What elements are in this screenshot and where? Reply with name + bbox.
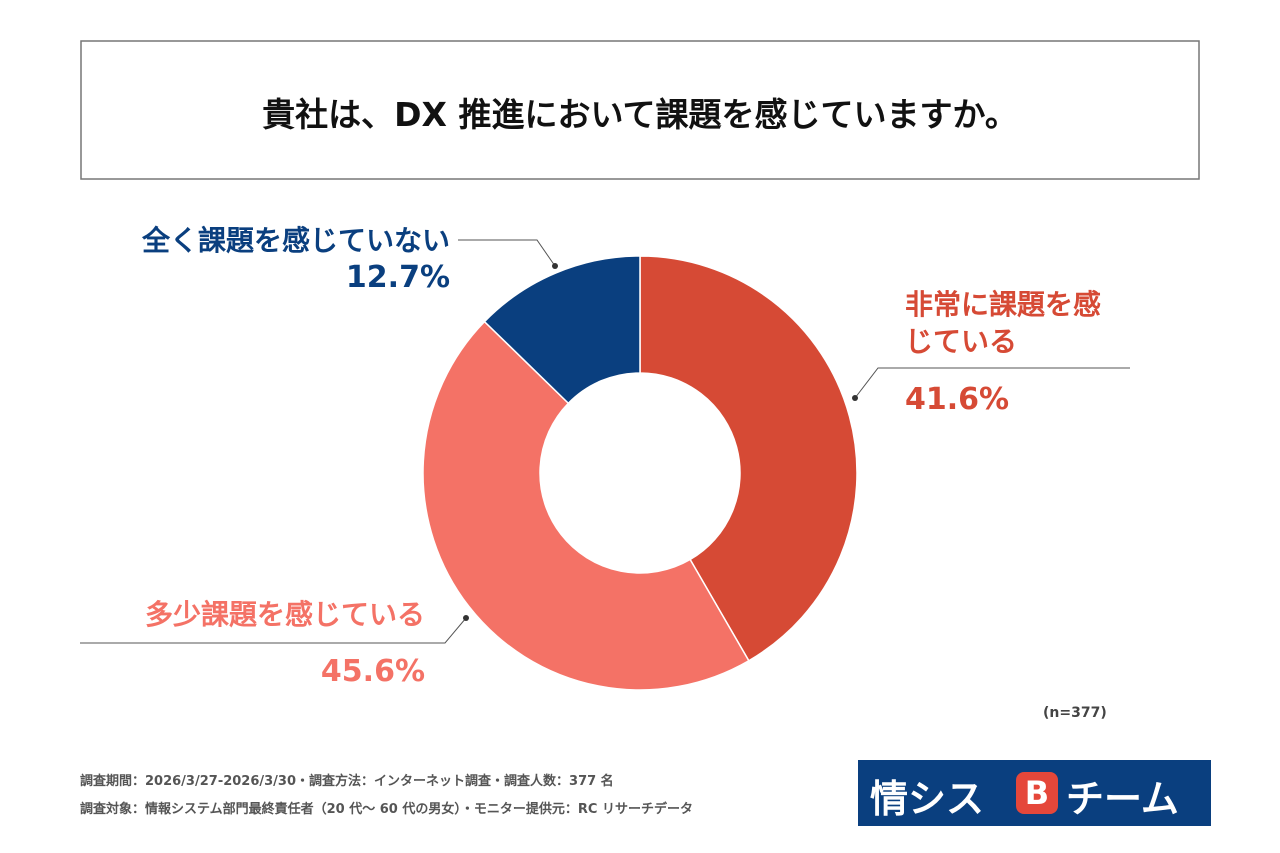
- leader-line: [854, 367, 1130, 399]
- value-label: 45.6%: [320, 654, 425, 689]
- category-label: 非常に課題を感じている: [905, 288, 1102, 358]
- donut-slice: [483, 255, 641, 405]
- logo-mark: B: [1016, 772, 1058, 814]
- chart-title: 貴社は、DX 推進において課題を感じていますか。: [262, 95, 1018, 134]
- leader-dot: [552, 263, 558, 269]
- footer-text: 調査対象：情報システム部門最終責任者（20 代～ 60 代の男女）・モニター提供…: [80, 802, 693, 817]
- donut: [422, 255, 858, 691]
- donut-slice: [639, 255, 858, 662]
- title-box: [80, 40, 1200, 180]
- leader-line: [80, 617, 467, 644]
- value-label: 41.6%: [905, 382, 1010, 417]
- footer-text: 調査期間：2026/3/27-2026/3/30・調査方法：インターネット調査・…: [80, 774, 614, 789]
- leader-dot: [463, 615, 469, 621]
- category-label: 多少課題を感じている: [144, 598, 425, 631]
- sample-note: (n=377): [1043, 705, 1107, 721]
- leader-line: [458, 239, 556, 267]
- donut-slice: [422, 320, 750, 691]
- leader-dot: [852, 395, 858, 401]
- value-label: 12.7%: [345, 260, 450, 295]
- logo: 情シス B チーム: [858, 760, 1211, 826]
- logo-text: チーム: [1066, 777, 1179, 821]
- category-label: 全く課題を感じていない: [141, 224, 450, 257]
- logo-text: 情シス: [870, 777, 985, 821]
